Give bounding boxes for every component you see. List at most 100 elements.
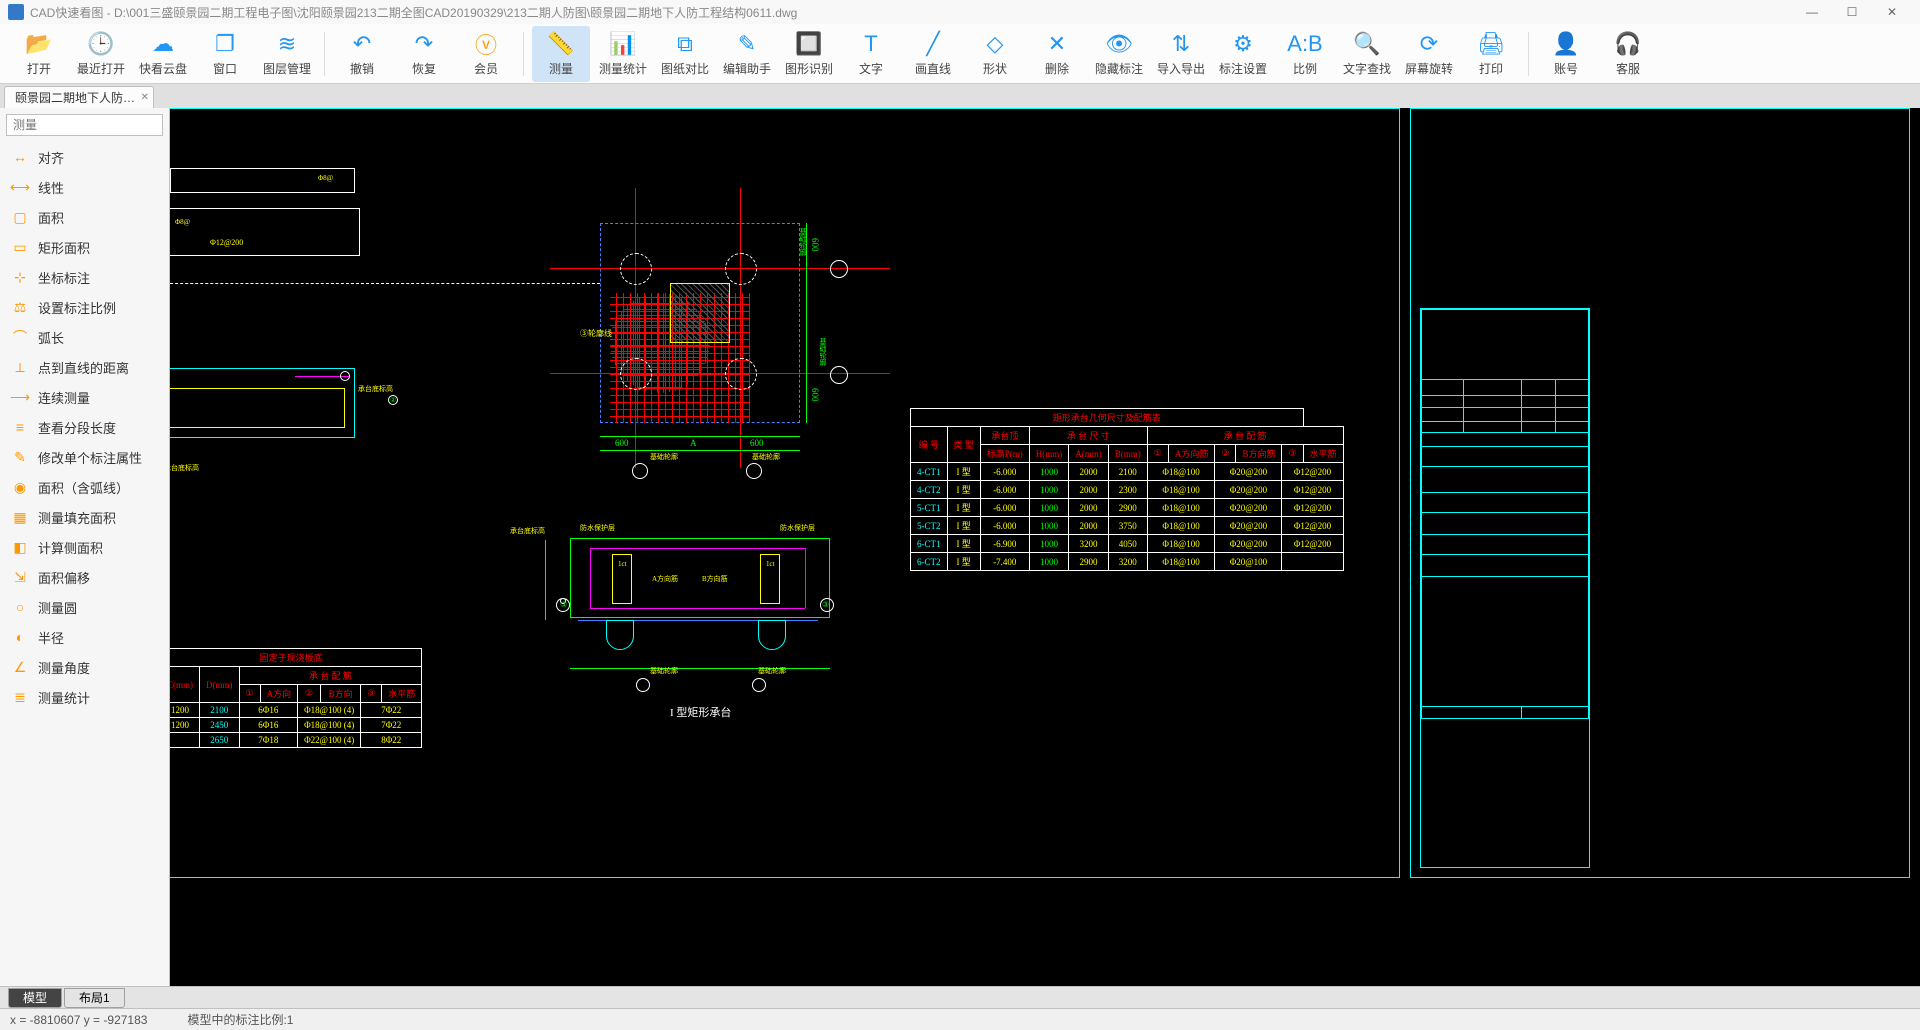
- measure-item-16[interactable]: ◐半径: [0, 622, 169, 652]
- dim-sec-v: [545, 540, 546, 620]
- undo-button[interactable]: ↶撤销: [333, 26, 391, 82]
- window-button[interactable]: ❐窗口: [196, 26, 254, 82]
- close-button[interactable]: ✕: [1872, 0, 1912, 24]
- lbl-1ctb: 1ct: [766, 560, 775, 568]
- text-button[interactable]: T文字: [842, 26, 900, 82]
- redo-label: 恢复: [412, 60, 436, 77]
- file-tab[interactable]: 颐景园二期地下人防… ✕: [4, 86, 154, 108]
- measure-item-10[interactable]: ✎修改单个标注属性: [0, 442, 169, 472]
- hide-button[interactable]: 👁隐藏标注: [1090, 26, 1148, 82]
- io-label: 导入导出: [1157, 60, 1205, 77]
- line-button[interactable]: ╱画直线: [904, 26, 962, 82]
- edge-l1: Φ8@: [175, 218, 190, 226]
- undo-label: 撤销: [350, 60, 374, 77]
- search-input[interactable]: [6, 114, 163, 136]
- measure-item-1[interactable]: ⟷线性: [0, 172, 169, 202]
- measure-item-label: 测量角度: [38, 658, 90, 677]
- grid-v1: [635, 188, 636, 468]
- cloud-icon: ☁: [149, 30, 177, 58]
- measure-item-9[interactable]: ≡查看分段长度: [0, 412, 169, 442]
- measure-item-17[interactable]: ∠ 测量角度: [0, 652, 169, 682]
- lbl-sc: 基础轮廓: [650, 452, 678, 462]
- recog-button[interactable]: 🔲图形识别: [780, 26, 838, 82]
- annoset-button[interactable]: ⚙标注设置: [1214, 26, 1272, 82]
- measure-item-5[interactable]: ⚖设置标注比例: [0, 292, 169, 322]
- maximize-button[interactable]: ☐: [1832, 0, 1872, 24]
- cloud-button[interactable]: ☁快看云盘: [134, 26, 192, 82]
- rebar-l: [590, 548, 591, 608]
- measure-button[interactable]: 📏测量: [532, 26, 590, 82]
- measure-item-icon: ◉: [10, 478, 30, 496]
- layers-icon: ≋: [273, 30, 301, 58]
- open-button[interactable]: 📂打开: [10, 26, 68, 82]
- compare-button[interactable]: ⧉图纸对比: [656, 26, 714, 82]
- left-data-table: 固定于现浇板底C(mm)D(mm)承 台 配 筋①A方向②B方向③水平筋1200…: [170, 648, 422, 748]
- minimize-button[interactable]: —: [1792, 0, 1832, 24]
- rotate-button[interactable]: ⟳屏幕旋转: [1400, 26, 1458, 82]
- lbl-bb: B方向筋: [702, 574, 728, 584]
- print-button[interactable]: 🖨打印: [1462, 26, 1520, 82]
- dim-v600b: 600: [810, 388, 820, 402]
- vip-label: 会员: [474, 60, 498, 77]
- dim-v600: 600: [810, 238, 820, 252]
- layout-tab-strip: 模型布局1: [0, 986, 1920, 1008]
- mstats-button[interactable]: 📊测量统计: [594, 26, 652, 82]
- measure-item-icon: ⌒: [10, 328, 30, 346]
- layers-button[interactable]: ≋图层管理: [258, 26, 316, 82]
- measure-item-6[interactable]: ⌒弧长: [0, 322, 169, 352]
- dim-A: A: [690, 438, 697, 448]
- layout-tab-模型[interactable]: 模型: [8, 988, 62, 1008]
- layout-tab-布局1[interactable]: 布局1: [64, 988, 125, 1008]
- find-button[interactable]: 🔍文字查找: [1338, 26, 1396, 82]
- measure-item-4[interactable]: ⊹坐标标注: [0, 262, 169, 292]
- measure-icon: 📏: [547, 30, 575, 58]
- measure-item-11[interactable]: ◉ 面积（含弧线）: [0, 472, 169, 502]
- drawing-canvas[interactable]: 600 A 600 600 600 ③轮廓线 基础轮廓 基础轮廓 基础轮廓 基础…: [170, 108, 1920, 986]
- measure-item-12[interactable]: ▦测量填充面积: [0, 502, 169, 532]
- account-button[interactable]: 👤账号: [1537, 26, 1595, 82]
- main-toolbar: 📂打开🕒最近打开☁快看云盘❐窗口≋图层管理 ↶撤销↷恢复ⓥ会员 📏测量📊测量统计⧉图…: [0, 24, 1920, 84]
- drawing-caption: I 型矩形承台: [670, 704, 731, 720]
- measure-item-18[interactable]: ≣测量统计: [0, 682, 169, 712]
- io-button[interactable]: ⇅导入导出: [1152, 26, 1210, 82]
- measure-item-label: 设置标注比例: [38, 298, 116, 317]
- shape-label: 形状: [983, 60, 1007, 77]
- window-title: CAD快速看图 - D:\001三盛颐景园二期工程电子图\沈阳颐景园213二期全…: [30, 4, 797, 21]
- measure-item-label: 坐标标注: [38, 268, 90, 287]
- redo-button[interactable]: ↷恢复: [395, 26, 453, 82]
- rebar-r: [805, 548, 806, 608]
- edit-button[interactable]: ✎编辑助手: [718, 26, 776, 82]
- lbl-sv1: 承台底标高: [510, 526, 545, 536]
- measure-item-icon: ∠: [10, 658, 30, 676]
- title-block: 1 版次说明修改人日期 REVISIONCAUSEDATE 本图不得复印或发给别…: [1420, 308, 1590, 868]
- label-keel: 基础轮廓: [798, 228, 808, 256]
- measure-item-icon: ⟂: [10, 358, 30, 376]
- delete-button[interactable]: ✕删除: [1028, 26, 1086, 82]
- nbub2: ②: [390, 396, 396, 404]
- measure-item-2[interactable]: ▢面积: [0, 202, 169, 232]
- shape-button[interactable]: ◇形状: [966, 26, 1024, 82]
- measure-item-14[interactable]: ⇲面积偏移: [0, 562, 169, 592]
- recent-button[interactable]: 🕒最近打开: [72, 26, 130, 82]
- text-label: 文字: [859, 60, 883, 77]
- measure-item-15[interactable]: ○测量圆: [0, 592, 169, 622]
- ratio-button[interactable]: A:B比例: [1276, 26, 1334, 82]
- label-sec: ③轮廓线: [580, 328, 612, 339]
- measure-item-label: 面积（含弧线）: [38, 478, 129, 497]
- vip-button[interactable]: ⓥ会员: [457, 26, 515, 82]
- measure-item-label: 点到直线的距离: [38, 358, 129, 377]
- measure-item-label: 对齐: [38, 148, 64, 167]
- support-button[interactable]: 🎧客服: [1599, 26, 1657, 82]
- measure-item-label: 计算侧面积: [38, 538, 103, 557]
- open-label: 打开: [27, 60, 51, 77]
- tab-close-icon[interactable]: ✕: [141, 92, 149, 103]
- top-edge-l: Φ8@: [318, 174, 333, 182]
- measure-item-13[interactable]: ◧计算侧面积: [0, 532, 169, 562]
- measure-item-7[interactable]: ⟂ 点到直线的距离: [0, 352, 169, 382]
- measure-item-3[interactable]: ▭矩形面积: [0, 232, 169, 262]
- dim-b1: [600, 436, 800, 437]
- measure-item-0[interactable]: ↔对齐: [0, 142, 169, 172]
- measure-item-8[interactable]: ⟶连续测量: [0, 382, 169, 412]
- dim-sec-b: [570, 668, 830, 669]
- ratio-icon: A:B: [1291, 30, 1319, 58]
